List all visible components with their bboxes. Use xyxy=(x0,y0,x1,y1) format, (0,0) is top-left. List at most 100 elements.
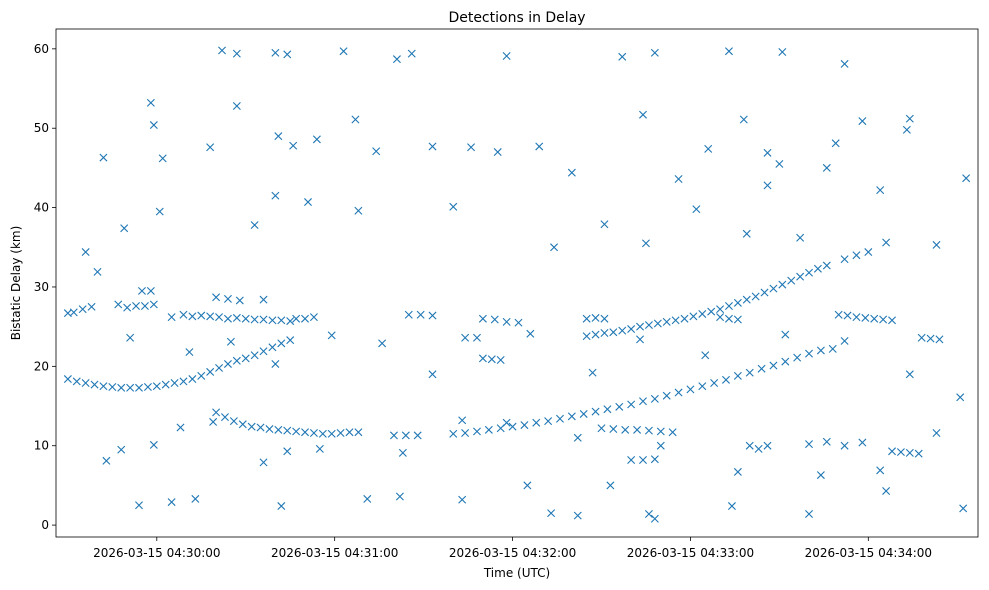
data-point xyxy=(639,397,647,406)
data-point xyxy=(609,328,618,337)
data-point xyxy=(644,509,653,518)
data-point xyxy=(502,317,511,326)
data-point xyxy=(277,316,286,325)
data-point xyxy=(135,383,143,392)
data-point xyxy=(636,335,645,344)
data-point xyxy=(496,356,505,364)
data-point xyxy=(461,333,470,342)
data-point xyxy=(241,354,250,363)
data-point xyxy=(472,333,481,342)
data-point xyxy=(215,363,224,372)
data-point xyxy=(834,310,843,319)
data-point xyxy=(502,51,511,60)
data-point xyxy=(259,458,268,467)
data-point xyxy=(428,142,437,151)
data-point xyxy=(618,52,627,61)
data-point xyxy=(573,511,582,520)
data-point xyxy=(822,163,831,172)
data-point xyxy=(69,308,78,317)
data-point xyxy=(143,382,152,391)
data-point xyxy=(650,48,659,57)
data-point xyxy=(467,143,476,152)
data-point xyxy=(120,224,129,233)
data-point xyxy=(428,370,437,379)
data-point xyxy=(484,425,493,434)
data-point xyxy=(644,426,653,435)
data-point xyxy=(680,314,689,323)
x-tick-label: 2026-03-15 04:33:00 xyxy=(627,546,754,560)
data-point xyxy=(309,313,318,322)
data-point xyxy=(567,168,576,177)
data-point xyxy=(146,98,155,107)
data-point xyxy=(478,314,487,323)
data-point xyxy=(816,346,825,355)
data-point xyxy=(621,425,630,434)
data-point xyxy=(345,428,354,437)
data-point xyxy=(206,143,215,152)
data-point xyxy=(636,322,645,331)
data-point xyxy=(650,455,659,464)
data-point xyxy=(550,243,559,252)
data-point xyxy=(831,139,840,148)
data-point xyxy=(250,315,259,324)
data-point xyxy=(250,351,259,360)
data-point xyxy=(840,336,849,345)
data-point xyxy=(286,336,295,345)
data-point xyxy=(547,509,556,518)
data-point xyxy=(167,313,176,322)
data-point xyxy=(247,422,256,431)
data-point xyxy=(283,50,292,59)
data-point xyxy=(161,380,170,389)
data-point xyxy=(582,332,591,341)
data-point xyxy=(146,286,155,295)
y-tick-label: 0 xyxy=(41,518,49,532)
data-point xyxy=(318,429,327,438)
data-point xyxy=(591,407,600,416)
data-point xyxy=(805,440,814,449)
data-point xyxy=(140,302,149,311)
data-point xyxy=(879,315,888,324)
data-point xyxy=(520,421,529,430)
y-tick-label: 50 xyxy=(34,121,49,135)
data-point xyxy=(905,114,914,123)
data-point xyxy=(627,400,636,409)
x-tick-label: 2026-03-15 04:30:00 xyxy=(93,546,220,560)
data-point xyxy=(197,371,206,380)
data-point xyxy=(544,417,553,426)
data-point xyxy=(167,498,176,507)
data-point xyxy=(188,312,197,321)
data-point xyxy=(185,348,194,357)
data-point xyxy=(304,198,312,207)
data-point xyxy=(413,431,422,440)
data-point xyxy=(573,433,582,442)
data-point xyxy=(727,502,736,511)
data-point xyxy=(852,251,861,260)
data-point xyxy=(822,437,831,446)
data-point xyxy=(271,359,280,368)
data-point xyxy=(641,239,650,248)
data-point xyxy=(793,353,802,362)
data-point xyxy=(778,280,787,289)
data-points xyxy=(63,46,971,523)
data-point xyxy=(472,427,481,436)
data-point xyxy=(309,429,318,438)
data-point xyxy=(259,315,268,324)
data-point xyxy=(644,321,653,330)
data-point xyxy=(179,310,188,319)
data-point xyxy=(212,408,221,417)
data-point xyxy=(81,248,90,257)
data-point xyxy=(354,428,363,437)
data-point xyxy=(179,377,188,386)
data-point xyxy=(232,313,241,322)
data-point xyxy=(259,295,268,304)
data-point xyxy=(828,344,837,353)
x-tick-label: 2026-03-15 04:34:00 xyxy=(805,546,932,560)
data-point xyxy=(760,288,769,297)
data-point xyxy=(674,388,683,397)
data-point xyxy=(137,286,146,295)
data-point xyxy=(932,429,941,438)
data-point xyxy=(197,311,206,320)
data-point xyxy=(155,207,164,216)
data-point xyxy=(218,46,227,55)
data-point xyxy=(478,354,487,363)
